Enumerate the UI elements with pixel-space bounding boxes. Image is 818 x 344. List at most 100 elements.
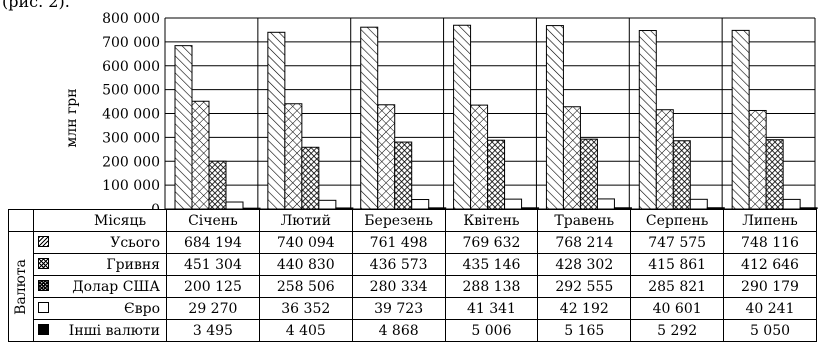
bar bbox=[174, 45, 193, 209]
table-cell: 288 138 bbox=[444, 275, 539, 298]
bar bbox=[706, 207, 725, 209]
table-cell: 747 575 bbox=[630, 231, 725, 254]
table-row: Гривня 451 304 440 830 436 573 435 146 428 30… bbox=[9, 253, 817, 276]
category-label: Січень bbox=[166, 209, 260, 232]
top-text: (рис. 2). bbox=[2, 0, 70, 11]
category-label: Лютий bbox=[258, 209, 353, 232]
month-header: Місяць bbox=[33, 209, 167, 232]
table-cell: 5 292 bbox=[630, 319, 725, 342]
y-tick-label: 800 000 bbox=[102, 11, 160, 27]
table-cell: 42 192 bbox=[537, 297, 632, 320]
table-cell: 761 498 bbox=[351, 231, 446, 254]
bar bbox=[242, 207, 261, 209]
category-label: Серпень bbox=[630, 209, 725, 232]
series-label-cell: Євро bbox=[33, 297, 167, 320]
bar bbox=[487, 139, 506, 209]
table-cell: 41 341 bbox=[444, 297, 539, 320]
legend-swatch bbox=[38, 258, 49, 269]
table-cell: 412 646 bbox=[723, 253, 817, 276]
bar bbox=[545, 25, 564, 209]
series-label: Гривня bbox=[106, 256, 160, 273]
y-tick-label: 700 000 bbox=[102, 35, 160, 51]
category-label: Травень bbox=[537, 209, 632, 232]
table-cell: 684 194 bbox=[166, 231, 260, 254]
series-label: Усього bbox=[110, 234, 160, 251]
table-cell: 36 352 bbox=[258, 297, 353, 320]
bar bbox=[428, 207, 447, 209]
bar bbox=[596, 198, 615, 209]
table-cell: 440 830 bbox=[258, 253, 353, 276]
bar bbox=[638, 30, 657, 209]
table-cell: 280 334 bbox=[351, 275, 446, 298]
bar-chart: (рис. 2). 0 100 000 200 000 300 000 400 000 5… bbox=[2, 0, 818, 209]
table-cell: 451 304 bbox=[166, 253, 260, 276]
legend-swatch bbox=[38, 324, 49, 335]
table-cell: 768 214 bbox=[537, 231, 632, 254]
table-cell: 769 632 bbox=[444, 231, 539, 254]
series-label-cell: Гривня bbox=[33, 253, 167, 276]
series-label: Інші валюти bbox=[68, 322, 160, 339]
bar bbox=[208, 160, 227, 209]
series-label-cell: Інші валюти bbox=[33, 319, 167, 342]
y-tick-label: 0 bbox=[151, 202, 160, 209]
table-cell: 4 868 bbox=[351, 319, 446, 342]
bar bbox=[377, 104, 396, 209]
bar bbox=[562, 106, 581, 209]
bar bbox=[748, 109, 767, 209]
series-label-cell: Долар США bbox=[33, 275, 167, 298]
legend-swatch bbox=[38, 302, 49, 313]
series-label: Євро bbox=[124, 300, 160, 317]
category-label: Квітень bbox=[444, 209, 539, 232]
table-row: Долар США 200 125 258 506 280 334 288 138 292… bbox=[9, 275, 817, 298]
bar bbox=[731, 29, 750, 209]
bar bbox=[689, 198, 708, 209]
series-label-cell: Усього bbox=[33, 231, 167, 254]
bar bbox=[470, 104, 489, 209]
table-cell: 5 050 bbox=[723, 319, 817, 342]
y-tick-label: 400 000 bbox=[102, 107, 160, 123]
table-row: Валюта Усього 684 194 740 094 761 498 769 632… bbox=[8, 231, 817, 342]
table-cell: 415 861 bbox=[630, 253, 725, 276]
y-tick-label: 600 000 bbox=[102, 59, 160, 75]
table-cell: 292 555 bbox=[537, 275, 632, 298]
bar bbox=[765, 139, 784, 209]
legend-swatch bbox=[38, 280, 49, 291]
y-tick-label: 500 000 bbox=[102, 83, 160, 99]
table-row: Інші валюти 3 495 4 405 4 868 5 006 5 165 5 29… bbox=[9, 319, 817, 342]
bar bbox=[521, 207, 540, 209]
y-axis-ticks: 0 100 000 200 000 300 000 400 000 500 000 600 … bbox=[102, 11, 160, 209]
table-cell: 290 179 bbox=[723, 275, 817, 298]
table-corner bbox=[8, 209, 34, 232]
table-cell: 4 405 bbox=[258, 319, 353, 342]
legend-swatch bbox=[38, 236, 49, 247]
bar bbox=[453, 24, 472, 209]
table-cell: 285 821 bbox=[630, 275, 725, 298]
bars bbox=[174, 24, 818, 209]
y-axis-label: млн грн bbox=[64, 88, 80, 147]
table-cell: 3 495 bbox=[166, 319, 260, 342]
bar bbox=[318, 199, 337, 209]
bar bbox=[394, 141, 413, 209]
group-label-cell: Валюта bbox=[8, 231, 34, 342]
table-cell: 200 125 bbox=[166, 275, 260, 298]
bar bbox=[411, 199, 430, 209]
group-label: Валюта bbox=[13, 258, 29, 315]
category-label: Березень bbox=[351, 209, 446, 232]
bar bbox=[284, 103, 303, 209]
table-cell: 740 094 bbox=[258, 231, 353, 254]
bar bbox=[360, 26, 379, 209]
bar bbox=[191, 100, 210, 209]
table-row: Євро 29 270 36 352 39 723 41 341 42 192 40 601… bbox=[9, 297, 817, 320]
table-cell: 435 146 bbox=[444, 253, 539, 276]
bar bbox=[782, 198, 801, 209]
table-cell: 5 165 bbox=[537, 319, 632, 342]
category-label: Липень bbox=[723, 209, 817, 232]
bar bbox=[613, 207, 632, 209]
table-cell: 428 302 bbox=[537, 253, 632, 276]
table-cell: 29 270 bbox=[166, 297, 260, 320]
bar bbox=[672, 140, 691, 209]
table-cell: 258 506 bbox=[258, 275, 353, 298]
bar bbox=[504, 198, 523, 209]
y-tick-label: 100 000 bbox=[102, 178, 160, 194]
bar bbox=[655, 109, 674, 209]
